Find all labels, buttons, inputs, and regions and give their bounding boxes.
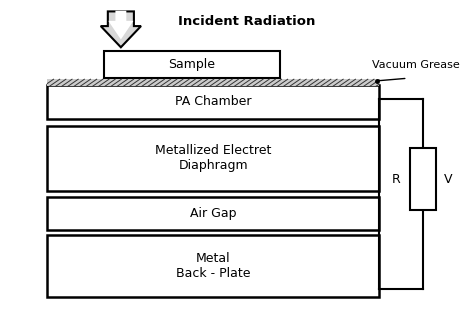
Bar: [47, 126, 379, 191]
Text: Vacuum Grease: Vacuum Grease: [372, 60, 460, 70]
Text: Air Gap: Air Gap: [190, 207, 237, 220]
Text: Incident Radiation: Incident Radiation: [178, 15, 315, 28]
Polygon shape: [108, 11, 133, 39]
Bar: [47, 79, 379, 86]
Polygon shape: [100, 11, 141, 47]
Bar: [410, 148, 436, 210]
Text: Metallized Electret
Diaphragm: Metallized Electret Diaphragm: [155, 144, 272, 172]
Text: Sample: Sample: [168, 58, 216, 71]
Bar: [47, 197, 379, 230]
Bar: [104, 51, 280, 78]
Bar: [47, 235, 379, 297]
Text: R: R: [392, 173, 400, 186]
Text: Metal
Back - Plate: Metal Back - Plate: [176, 252, 251, 280]
Text: V: V: [444, 173, 452, 186]
Text: PA Chamber: PA Chamber: [175, 96, 252, 108]
Bar: [47, 85, 379, 119]
